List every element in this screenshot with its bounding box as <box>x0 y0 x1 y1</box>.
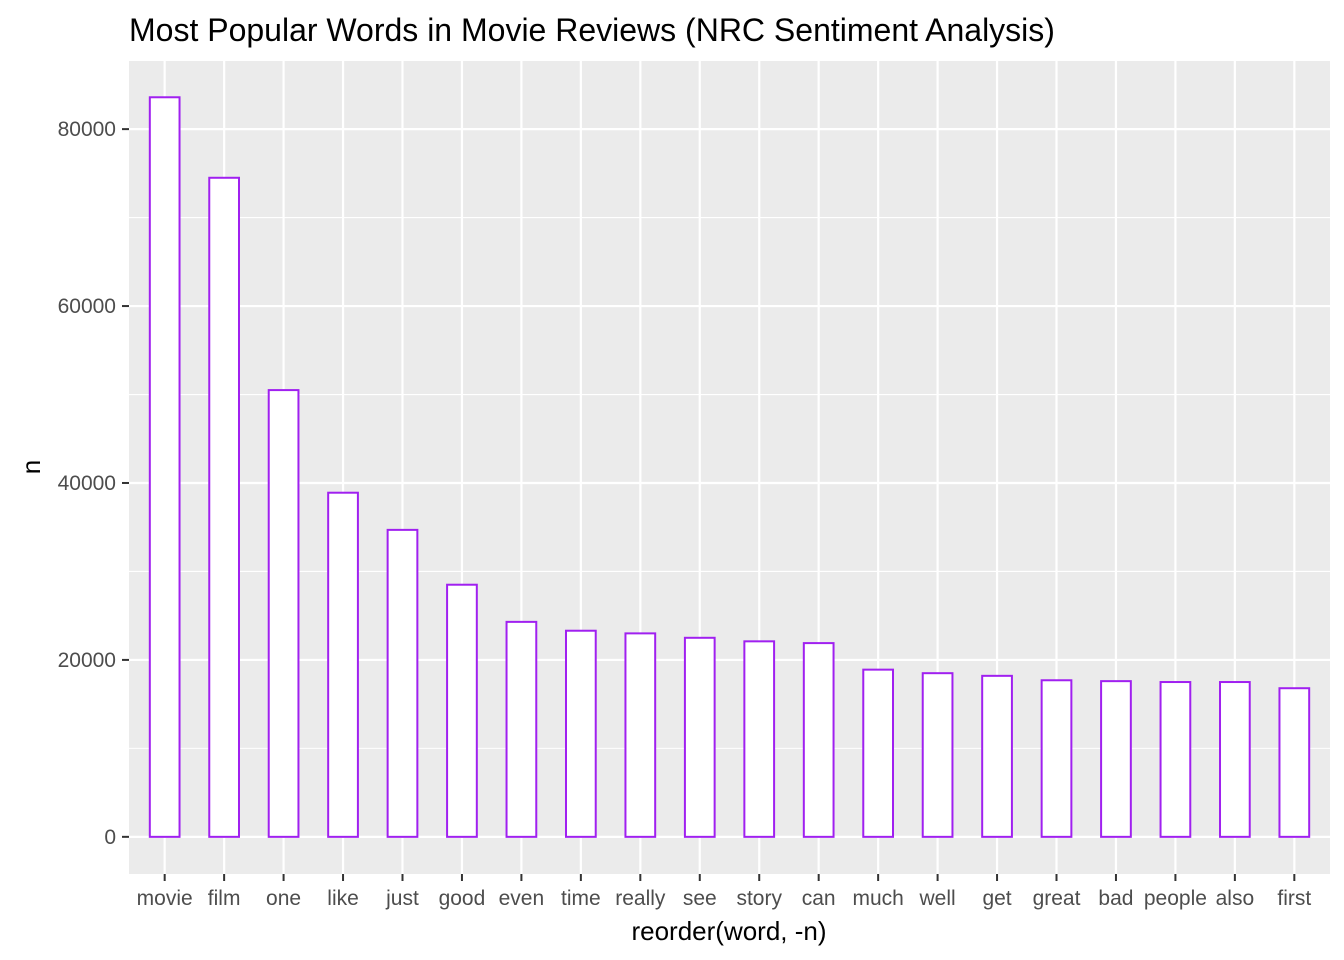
y-tick-label: 20000 <box>58 649 116 672</box>
bar-bad <box>1100 680 1132 838</box>
y-tick-label: 60000 <box>58 295 116 318</box>
x-tick-label: much <box>852 887 903 910</box>
chart-title: Most Popular Words in Movie Reviews (NRC… <box>129 12 1055 48</box>
x-tick-label: really <box>615 887 666 910</box>
x-tick-label: good <box>439 887 486 910</box>
bar-get <box>981 674 1013 838</box>
x-tick-label: great <box>1033 887 1081 910</box>
bar-first <box>1278 687 1311 838</box>
bar-people <box>1159 681 1192 838</box>
x-tick-label: also <box>1216 887 1255 910</box>
bar-movie <box>148 96 181 838</box>
bar-story <box>743 640 776 838</box>
x-tick-label: story <box>736 887 782 910</box>
y-tick-label: 80000 <box>58 118 116 141</box>
y-tick-label: 0 <box>104 826 116 849</box>
x-tick-label: can <box>802 887 836 910</box>
x-tick-label: even <box>499 887 545 910</box>
x-tick-label: first <box>1277 887 1311 910</box>
bar-like <box>327 491 359 838</box>
x-axis-title: reorder(word, -n) <box>631 916 826 946</box>
x-tick-label: film <box>208 887 241 910</box>
bar-great <box>1040 679 1073 838</box>
plot-panel <box>129 61 1330 874</box>
x-tick-label: well <box>919 887 956 910</box>
bar-also <box>1219 681 1251 838</box>
x-tick-label: one <box>266 887 301 910</box>
bar-good <box>446 583 478 838</box>
x-tick-label: like <box>327 887 359 910</box>
x-tick-label: time <box>561 887 601 910</box>
bar-time <box>564 629 597 838</box>
bar-much <box>862 668 895 838</box>
x-tick-label: get <box>982 887 1011 910</box>
y-tick-label: 40000 <box>58 472 116 495</box>
bar-film <box>208 176 240 838</box>
y-axis-title: n <box>16 460 46 474</box>
x-tick-label: see <box>683 887 717 910</box>
y-axis: 0 20000 40000 60000 80000 <box>58 118 129 849</box>
bar-well <box>921 672 954 838</box>
x-tick-label: movie <box>137 887 193 910</box>
bar-just <box>386 528 419 838</box>
bar-even <box>505 620 538 838</box>
x-tick-label: just <box>385 887 419 910</box>
x-tick-label: bad <box>1098 887 1133 910</box>
x-tick-label: people <box>1144 887 1207 910</box>
bar-really <box>624 632 657 838</box>
bar-see <box>683 636 716 838</box>
bar-can <box>802 642 835 838</box>
bar-one <box>267 389 300 838</box>
bars <box>148 96 1311 838</box>
x-axis: movie film one like just good even time really se… <box>137 874 1311 910</box>
